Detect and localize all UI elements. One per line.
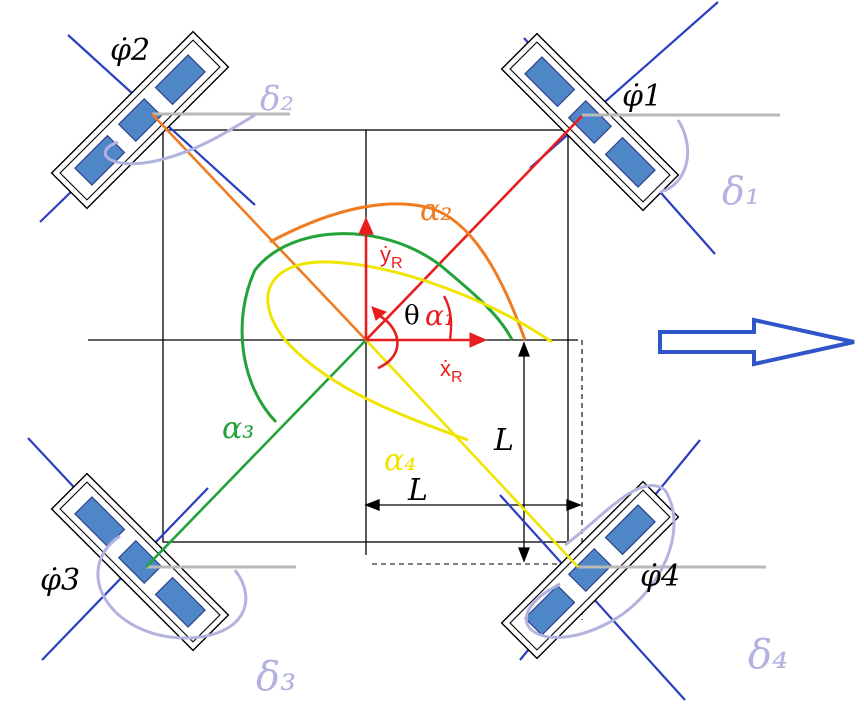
x-dot-subscript: R xyxy=(451,369,463,386)
alpha-4-arc xyxy=(266,260,553,442)
direction-arrow xyxy=(658,317,855,367)
svg-text:δ₁: δ₁ xyxy=(722,169,760,213)
dimension-l-vertical xyxy=(518,341,530,563)
wheel-2 xyxy=(50,30,230,210)
wheel-rate-3-label: φ̇3 xyxy=(40,563,80,598)
y-dot-label: ẏR xyxy=(380,242,403,272)
y-dot-symbol: ẏ xyxy=(380,242,391,267)
x-dot-symbol: ẋ xyxy=(440,356,451,381)
y-dot-subscript: R xyxy=(391,255,403,272)
wheel-rate-4-label: φ̇4 xyxy=(640,559,680,594)
x-dot-label: ẋR xyxy=(440,356,463,386)
delta-annotations xyxy=(96,113,690,640)
wheel-1 xyxy=(500,32,680,212)
wheel-3 xyxy=(50,472,230,652)
length-vertical-label: L xyxy=(493,423,514,458)
alpha-3-line xyxy=(145,339,367,568)
alpha-2-line xyxy=(151,113,367,341)
svg-text:α₁: α₁ xyxy=(425,299,455,332)
wheel-reference-lines xyxy=(146,112,780,569)
handwritten-labels: α₂ α₁ α₃ α₄ δ₂ δ₁ δ₃ δ₄ xyxy=(222,79,788,700)
svg-text:α₂: α₂ xyxy=(420,193,452,228)
length-horizontal-label: L xyxy=(407,473,428,508)
svg-text:α₄: α₄ xyxy=(384,443,416,478)
dimension-l-horizontal xyxy=(364,499,582,511)
alpha-2-arc xyxy=(269,202,527,341)
svg-text:α₃: α₃ xyxy=(222,411,254,446)
alpha-4-line xyxy=(365,339,579,568)
wheel-rate-1-label: φ̇1 xyxy=(622,79,662,114)
svg-text:δ₂: δ₂ xyxy=(260,79,294,119)
theta-label: θ xyxy=(404,301,420,331)
alpha-3-arc xyxy=(240,232,514,424)
svg-text:δ₄: δ₄ xyxy=(748,632,788,678)
svg-text:δ₃: δ₃ xyxy=(256,654,296,700)
velocity-vectors xyxy=(358,216,488,370)
wheel-4 xyxy=(500,480,680,660)
wheel-rate-2-label: φ̇2 xyxy=(110,33,150,68)
alpha-1-line xyxy=(365,115,583,341)
alpha-1-arc xyxy=(442,295,453,341)
